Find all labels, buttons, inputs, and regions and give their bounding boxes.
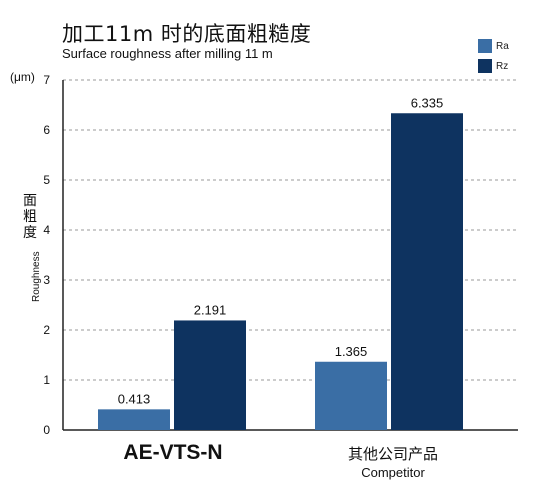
data-label-ra-1: 1.365 bbox=[335, 344, 368, 359]
y-tick-label-3: 3 bbox=[43, 273, 50, 287]
y-axis-title-cn: 面粗度 bbox=[23, 193, 37, 241]
y-tick-label-7: 7 bbox=[43, 73, 50, 87]
legend-item-rz: Rz bbox=[478, 57, 509, 75]
y-tick-label-5: 5 bbox=[43, 173, 50, 187]
y-tick-label-4: 4 bbox=[43, 223, 50, 237]
legend: Ra Rz bbox=[478, 37, 509, 77]
legend-swatch-ra bbox=[478, 39, 492, 53]
data-label-ra-0: 0.413 bbox=[118, 391, 151, 406]
bar-rz-0 bbox=[174, 320, 246, 430]
chart-title: 加工11m 时的底面粗糙度 bbox=[62, 22, 312, 46]
category-label-competitor-cn: 其他公司产品 bbox=[347, 445, 438, 463]
legend-swatch-rz bbox=[478, 59, 492, 73]
y-tick-label-1: 1 bbox=[43, 373, 50, 387]
category-label-ae-vts-n: AE-VTS-N bbox=[123, 441, 223, 464]
legend-item-ra: Ra bbox=[478, 37, 509, 55]
bar-ra-1 bbox=[315, 361, 387, 430]
data-label-rz-0: 2.191 bbox=[194, 302, 227, 317]
category-label-competitor-en: Competitor bbox=[361, 465, 425, 480]
y-tick-label-2: 2 bbox=[43, 323, 50, 337]
y-tick-label-0: 0 bbox=[43, 423, 50, 437]
bar-ra-0 bbox=[98, 409, 170, 430]
legend-label-ra: Ra bbox=[496, 40, 509, 52]
y-tick-label-6: 6 bbox=[43, 123, 50, 137]
legend-label-rz: Rz bbox=[496, 60, 509, 72]
bar-rz-1 bbox=[391, 113, 463, 430]
y-axis-unit: (μm) bbox=[10, 70, 35, 84]
data-label-rz-1: 6.335 bbox=[411, 95, 444, 110]
chart-subtitle: Surface roughness after milling 11 m bbox=[62, 46, 273, 61]
